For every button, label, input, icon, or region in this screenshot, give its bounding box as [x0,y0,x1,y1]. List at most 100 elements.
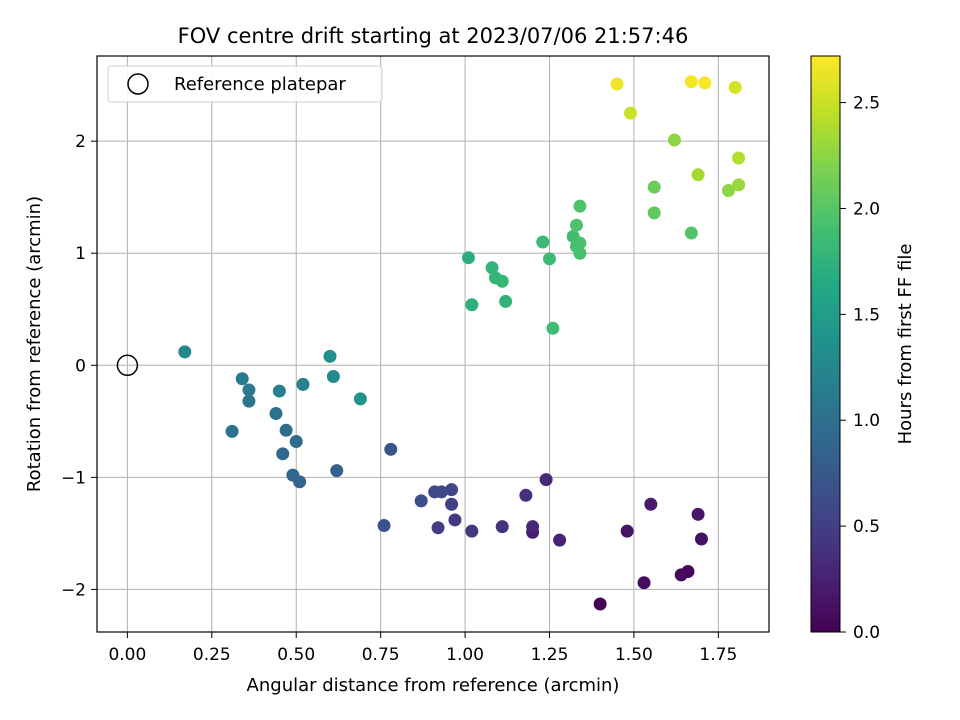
x-tick-label: 0.25 [193,645,231,665]
legend-entry-reference: Reference platepar [174,74,346,95]
data-point [499,294,513,308]
y-tick-label: −1 [61,468,86,488]
data-point [465,298,479,312]
data-point [624,106,638,120]
x-tick-label: 1.50 [615,645,653,665]
data-point [721,183,735,197]
data-point [553,533,567,547]
y-tick-label: 0 [75,356,86,376]
data-point [684,226,698,240]
x-tick-label: 0.00 [108,645,146,665]
data-point [326,369,340,383]
x-tick-label: 1.75 [699,645,737,665]
data-point [276,447,290,461]
plot-frame [96,55,770,633]
data-point [539,473,553,487]
data-point [178,345,192,359]
data-point [644,497,658,511]
data-point [674,568,688,582]
x-axis: 0.00 0.25 0.50 0.75 1.00 1.25 1.50 1.75 [108,632,737,665]
y-tick-label: 2 [75,132,86,152]
data-point [384,442,398,456]
colorbar-gradient [810,55,841,633]
data-point [269,406,283,420]
x-tick-label: 0.75 [362,645,400,665]
data-point [289,434,303,448]
data-point [485,261,499,275]
data-point [495,274,509,288]
data-point [536,235,550,249]
data-point [225,424,239,438]
data-point [593,597,607,611]
data-point [235,372,249,386]
data-point [323,349,337,363]
x-axis-label: Angular distance from reference (arcmin) [247,675,620,696]
data-point [647,180,661,194]
colorbar: 0.0 0.5 1.0 1.5 2.0 2.5 Hours from first FF f… [810,55,916,643]
chart-title: FOV centre drift starting at 2023/07/06 … [178,24,689,48]
data-point [620,524,634,538]
legend: Reference platepar [107,65,383,103]
data-point [428,485,442,499]
data-point [519,488,533,502]
data-point [728,80,742,94]
x-tick-label: 0.50 [277,645,315,665]
data-point [610,77,624,91]
data-point [684,75,698,89]
y-tick-label: −2 [61,580,86,600]
data-point [242,394,256,408]
colorbar-tick-label: 2.0 [853,199,880,219]
data-point [353,392,367,406]
data-point [330,464,344,478]
data-point [526,520,540,534]
x-tick-label: 1.00 [446,645,484,665]
data-point [667,133,681,147]
reference-marker-layer [116,354,139,377]
data-point [279,423,293,437]
data-point [286,468,300,482]
grid-lines [97,56,769,632]
x-tick-label: 1.25 [531,645,569,665]
data-point [698,76,712,90]
legend-marker-circle [127,73,149,95]
data-point [543,252,557,266]
data-point [546,321,560,335]
data-point [732,178,746,192]
data-point [732,151,746,165]
colorbar-ticks: 0.0 0.5 1.0 1.5 2.0 2.5 [840,94,880,643]
data-point [691,168,705,182]
data-point [637,576,651,590]
data-point [272,384,286,398]
colorbar-tick-label: 2.5 [853,94,880,114]
y-axis-label: Rotation from reference (arcmin) [24,196,45,492]
data-points [178,75,746,611]
legend-box [107,65,383,103]
data-point [448,513,462,527]
data-point [445,497,459,511]
data-point [461,251,475,265]
data-point [296,377,310,391]
data-point [242,383,256,397]
data-point [465,524,479,538]
data-point [691,507,705,521]
data-point [431,521,445,535]
colorbar-tick-label: 1.0 [853,411,880,431]
data-point [694,532,708,546]
data-point [573,199,587,213]
colorbar-tick-label: 0.0 [853,623,880,643]
colorbar-label: Hours from first FF file [895,244,916,445]
data-point [573,246,587,260]
data-point [647,206,661,220]
data-point [495,520,509,534]
data-point [445,483,459,497]
data-point [377,519,391,533]
data-point [573,236,587,250]
colorbar-tick-label: 0.5 [853,517,880,537]
data-point [570,218,584,232]
colorbar-tick-label: 1.5 [853,305,880,325]
y-tick-label: 1 [75,244,86,264]
reference-platepar-marker [116,354,139,377]
y-axis: −2 −1 0 1 2 [61,132,97,600]
data-point [414,494,428,508]
